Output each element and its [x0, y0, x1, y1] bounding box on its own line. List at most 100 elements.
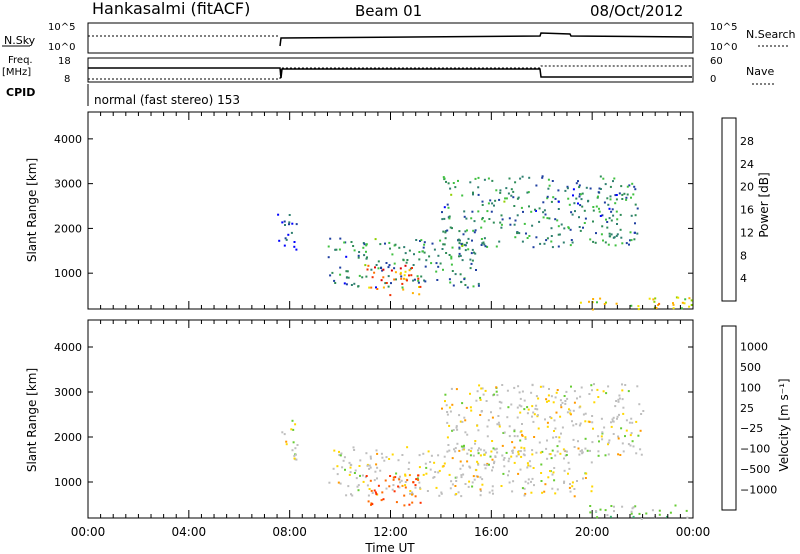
- data-cell: [414, 486, 417, 489]
- data-cell: [632, 515, 635, 518]
- data-cell: [483, 178, 486, 181]
- data-cell: [486, 210, 489, 213]
- data-cell: [293, 457, 296, 460]
- data-cell: [570, 385, 572, 388]
- data-cell: [490, 411, 492, 414]
- data-cell: [597, 195, 599, 198]
- data-cell: [455, 425, 458, 428]
- data-cell: [481, 387, 484, 390]
- data-cell: [345, 270, 348, 273]
- data-cell: [553, 479, 556, 482]
- data-cell: [484, 451, 487, 454]
- data-cell: [382, 286, 385, 289]
- data-cell: [283, 433, 286, 436]
- data-cell: [539, 451, 542, 454]
- data-cell: [554, 396, 557, 399]
- data-cell: [450, 257, 453, 260]
- data-cell: [427, 450, 430, 453]
- data-cell: [284, 224, 286, 226]
- data-cell: [484, 467, 487, 470]
- nsearch-label: N.Search: [746, 28, 796, 41]
- data-cell: [403, 494, 406, 497]
- data-cell: [567, 197, 570, 200]
- data-cell: [455, 388, 458, 391]
- data-cell: [468, 465, 471, 468]
- cpid-label: CPID: [6, 86, 35, 99]
- data-cell: [573, 202, 576, 205]
- data-cell: [462, 473, 465, 476]
- data-cell: [458, 246, 461, 249]
- data-cell: [405, 261, 408, 264]
- x-tick-label: 08:00: [272, 525, 307, 539]
- data-cell: [369, 466, 372, 469]
- x-tick-label: 00:00: [71, 525, 106, 539]
- data-cell: [343, 282, 346, 285]
- data-cell: [346, 270, 349, 273]
- data-cell: [577, 440, 579, 443]
- data-cell: [292, 428, 295, 431]
- data-cell: [526, 412, 529, 415]
- data-cell: [428, 255, 431, 258]
- data-cell: [548, 388, 550, 390]
- data-cell: [353, 282, 356, 285]
- data-cell: [355, 477, 358, 480]
- data-cell: [485, 400, 488, 402]
- data-cell: [476, 460, 479, 463]
- data-cell: [518, 232, 521, 235]
- nave-label: Nave: [746, 65, 774, 78]
- data-cell: [579, 204, 582, 207]
- data-cell: [410, 274, 413, 277]
- data-cell: [589, 449, 591, 452]
- data-cell: [489, 199, 492, 202]
- data-cell: [446, 450, 449, 453]
- data-cell: [366, 464, 369, 467]
- data-cell: [573, 446, 576, 448]
- data-cell: [608, 232, 611, 235]
- data-cell: [658, 509, 661, 512]
- data-cell: [629, 444, 632, 447]
- data-cell: [464, 230, 467, 233]
- data-cell: [600, 435, 603, 438]
- data-cell: [565, 454, 568, 456]
- colorbar-tick-label: 25: [740, 402, 754, 415]
- y-tick-label: 4000: [54, 341, 82, 354]
- data-cell: [560, 406, 563, 409]
- data-cell: [539, 242, 542, 245]
- data-cell: [434, 471, 437, 473]
- data-cell: [452, 284, 455, 287]
- data-cell: [411, 491, 414, 494]
- data-cell: [559, 399, 562, 402]
- data-cell: [459, 420, 462, 423]
- data-cell: [409, 492, 411, 495]
- data-cell: [475, 269, 477, 271]
- data-cell: [531, 224, 534, 227]
- data-cell: [669, 511, 672, 514]
- data-cell: [550, 235, 553, 237]
- data-cell: [367, 264, 370, 267]
- data-cell: [443, 177, 446, 180]
- data-cell: [521, 175, 524, 178]
- data-cell: [483, 237, 486, 240]
- data-cell: [453, 448, 455, 451]
- data-cell: [459, 239, 461, 242]
- data-cell: [624, 384, 627, 386]
- nsky-tick-top: 10^5: [48, 22, 75, 33]
- data-cell: [387, 275, 390, 278]
- data-cell: [554, 454, 557, 457]
- data-cell: [657, 304, 660, 306]
- data-cell: [430, 454, 433, 457]
- data-cell: [564, 189, 567, 192]
- data-cell: [546, 400, 548, 403]
- data-cell: [437, 254, 440, 257]
- data-cell: [599, 215, 602, 217]
- data-cell: [568, 203, 571, 206]
- data-cell: [441, 218, 444, 221]
- nsky-label: N.Sky: [4, 34, 36, 47]
- data-cell: [591, 308, 594, 311]
- data-cell: [616, 218, 619, 221]
- data-cell: [278, 239, 281, 242]
- data-cell: [578, 186, 581, 189]
- data-cell: [369, 455, 372, 458]
- data-cell: [626, 193, 629, 196]
- data-cell: [604, 241, 607, 244]
